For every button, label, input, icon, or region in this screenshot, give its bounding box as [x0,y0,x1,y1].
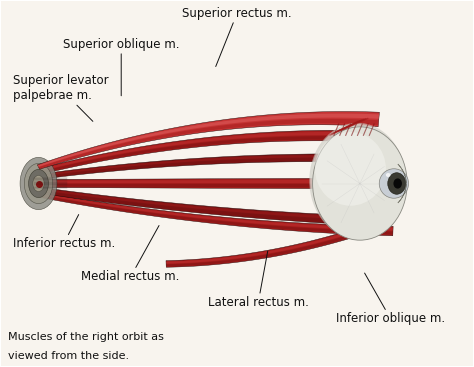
Text: Superior levator
palpebrae m.: Superior levator palpebrae m. [12,75,108,121]
Polygon shape [38,136,355,174]
Polygon shape [38,155,346,177]
Polygon shape [38,119,379,169]
Polygon shape [38,188,351,219]
Ellipse shape [33,175,44,192]
Polygon shape [37,130,356,175]
Text: Lateral rectus m.: Lateral rectus m. [208,251,309,309]
Ellipse shape [388,173,406,194]
Text: Muscles of the right orbit as: Muscles of the right orbit as [8,331,164,342]
Polygon shape [166,221,383,264]
Polygon shape [38,193,393,230]
Text: Superior rectus m.: Superior rectus m. [182,7,292,66]
Text: viewed from the side.: viewed from the side. [8,350,129,361]
Polygon shape [166,224,385,266]
Ellipse shape [310,124,405,237]
Polygon shape [38,190,350,224]
Polygon shape [37,113,379,167]
Polygon shape [38,192,393,236]
Ellipse shape [313,127,407,240]
Ellipse shape [324,142,391,221]
Polygon shape [37,112,379,169]
Ellipse shape [24,163,53,204]
Polygon shape [166,219,386,267]
Polygon shape [38,195,393,235]
Ellipse shape [310,123,406,239]
Polygon shape [38,132,356,171]
Ellipse shape [20,157,57,210]
Polygon shape [38,154,346,179]
Ellipse shape [386,173,391,177]
Text: Medial rectus m.: Medial rectus m. [82,226,180,283]
Text: Inferior rectus m.: Inferior rectus m. [12,215,115,250]
Ellipse shape [393,178,402,189]
Ellipse shape [315,130,400,232]
Ellipse shape [28,170,48,197]
Polygon shape [38,184,313,188]
Polygon shape [38,187,351,225]
Polygon shape [38,180,313,183]
Ellipse shape [315,132,386,206]
Text: Superior oblique m.: Superior oblique m. [63,38,180,96]
Polygon shape [38,158,346,179]
Text: Inferior oblique m.: Inferior oblique m. [336,273,445,325]
Ellipse shape [379,169,409,198]
Polygon shape [38,178,313,189]
